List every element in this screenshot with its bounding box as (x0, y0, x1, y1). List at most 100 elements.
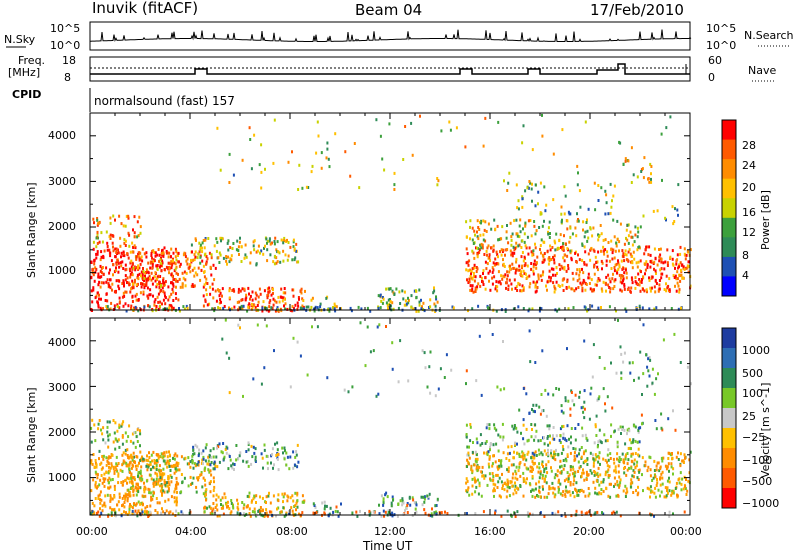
power-cell (469, 288, 472, 292)
power-cell (521, 264, 524, 268)
power-cell (169, 262, 172, 266)
power-cell (506, 274, 509, 278)
velocity-cell (602, 489, 605, 493)
velocity-cell (171, 465, 174, 468)
power-cell (232, 242, 235, 245)
power-cell (168, 295, 171, 299)
velocity-cell (207, 459, 210, 463)
velocity-cell (282, 500, 284, 504)
velocity-cell (519, 461, 522, 464)
velocity-cell (169, 469, 172, 472)
power-colorbar-swatch (722, 120, 736, 141)
power-cell (576, 212, 578, 216)
velocity-cell (593, 512, 596, 516)
velocity-colorbar-swatch (722, 348, 736, 369)
velocity-cell (516, 430, 519, 434)
power-cell (289, 245, 292, 249)
power-cell (648, 278, 651, 282)
power-cell (502, 248, 505, 252)
velocity-cell (532, 403, 535, 407)
power-cell (388, 287, 391, 291)
power-cell (203, 283, 206, 287)
power-cell (612, 248, 615, 252)
velocity-cell (647, 357, 650, 361)
power-cell (124, 302, 127, 306)
power-cell (105, 230, 108, 234)
power-cell (129, 261, 132, 265)
power-cell (133, 280, 136, 284)
velocity-cell (618, 475, 621, 479)
velocity-cell (268, 491, 270, 495)
power-cell (631, 266, 634, 270)
velocity-cell (626, 468, 629, 472)
power-cell (674, 274, 677, 278)
velocity-cell (157, 453, 160, 457)
velocity-cell (164, 462, 167, 466)
power-cell (230, 254, 233, 258)
velocity-cell (514, 484, 517, 488)
power-cell (381, 157, 384, 161)
velocity-cell (585, 436, 588, 440)
velocity-cell (245, 512, 248, 516)
power-cell (134, 294, 137, 298)
power-cell (277, 295, 280, 299)
velocity-cell (148, 456, 151, 459)
velocity-cell (423, 497, 426, 501)
velocity-cell (522, 452, 525, 456)
power-cell (586, 309, 589, 313)
x-tick: 00:00 (670, 525, 702, 538)
power-cell (245, 293, 248, 297)
velocity-cell (279, 511, 282, 515)
power-cell (114, 255, 117, 259)
power-cell (508, 171, 511, 175)
velocity-cell (415, 503, 418, 507)
power-cell (122, 281, 125, 285)
velocity-cell (128, 461, 131, 465)
power-cell (111, 234, 114, 237)
velocity-cell (125, 439, 128, 443)
velocity-cell (210, 455, 213, 459)
velocity-cell (134, 464, 137, 468)
power-cell (179, 262, 182, 266)
power-cell (512, 245, 515, 249)
power-cell (630, 286, 633, 290)
power-cell (130, 307, 132, 310)
power-cell (622, 277, 625, 281)
velocity-cell (100, 428, 102, 432)
power-cell (155, 285, 158, 289)
power-cell (614, 249, 617, 253)
velocity-cell (100, 461, 103, 465)
velocity-cell (468, 456, 471, 460)
power-cell (255, 250, 258, 254)
velocity-cell (527, 438, 530, 442)
velocity-cell (540, 393, 543, 396)
power-cell (209, 285, 212, 289)
power-cell (473, 263, 476, 267)
velocity-cell (120, 514, 123, 518)
velocity-cell (289, 455, 292, 459)
velocity-cell (614, 465, 617, 469)
power-cell (395, 287, 398, 291)
velocity-cell (326, 376, 329, 380)
power-cell (633, 240, 636, 244)
velocity-cell (121, 435, 124, 439)
velocity-cell (433, 511, 436, 515)
velocity-cell (113, 495, 116, 499)
velocity-cell (625, 487, 628, 491)
power-cell (436, 300, 439, 304)
velocity-cell (407, 379, 410, 383)
velocity-cell (268, 510, 271, 514)
velocity-cell (513, 450, 515, 454)
power-cell (541, 224, 544, 228)
power-cell (264, 167, 266, 171)
power-cell (100, 266, 103, 270)
power-cell (279, 260, 282, 264)
power-cell (99, 306, 102, 310)
velocity-cell (159, 455, 162, 459)
velocity-cell (487, 462, 490, 466)
power-cell (549, 279, 552, 283)
velocity-cell (130, 504, 132, 508)
power-cell (266, 259, 269, 263)
power-cell (433, 289, 436, 293)
power-cell (532, 249, 535, 253)
